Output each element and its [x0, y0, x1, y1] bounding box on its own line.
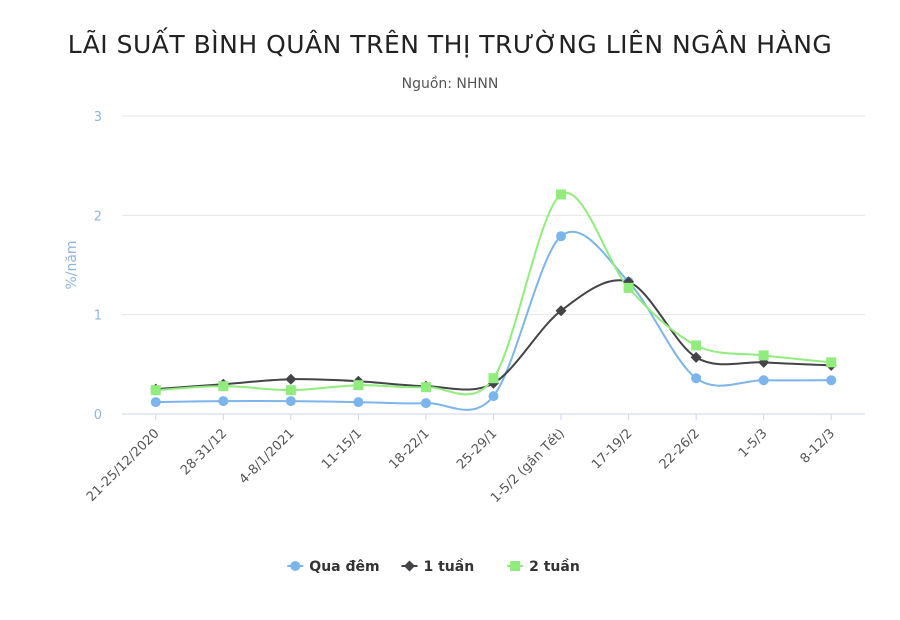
data-point-series-1 — [758, 375, 769, 386]
series-line-1 — [155, 230, 832, 411]
data-point-series-1 — [420, 398, 431, 409]
x-tick-label: 25-29/1 — [454, 426, 500, 472]
x-tick-label: 11-15/1 — [319, 426, 365, 472]
data-point-series-1 — [488, 391, 499, 402]
data-point-series-3 — [285, 385, 296, 396]
x-tick-label: 1-5/3 — [736, 426, 771, 461]
data-point-series-1 — [285, 396, 296, 407]
legend-label: 1 tuần — [424, 558, 475, 575]
data-point-series-3 — [826, 357, 837, 368]
data-point-series-3 — [691, 340, 702, 351]
data-point-series-3 — [420, 382, 431, 393]
x-tick-label: 17-19/2 — [589, 426, 635, 472]
data-point-series-3 — [150, 385, 161, 396]
x-tick-label: 22-26/2 — [657, 426, 703, 472]
data-point-series-1 — [150, 397, 161, 408]
data-point-series-3 — [353, 380, 364, 391]
x-tick-label: 21-25/12/2020 — [84, 426, 163, 505]
chart-title: LÃI SUẤT BÌNH QUÂN TRÊN THỊ TRƯỜNG LIÊN … — [67, 30, 833, 59]
x-tick-label: 8-12/3 — [798, 426, 838, 466]
data-point-series-2 — [285, 373, 297, 385]
data-point-series-3 — [218, 381, 229, 392]
data-point-series-3 — [488, 373, 499, 384]
data-point-series-3 — [623, 282, 634, 293]
y-tick-label: 2 — [94, 209, 102, 224]
legend-marker — [404, 560, 415, 572]
data-point-series-3 — [758, 350, 769, 361]
data-point-series-1 — [218, 396, 229, 407]
data-point-series-3 — [556, 189, 567, 200]
series-line-2 — [155, 279, 832, 391]
data-point-series-1 — [691, 373, 702, 384]
legend-label: Qua đêm — [309, 559, 379, 575]
legend-marker — [290, 561, 301, 571]
y-tick-label: 3 — [94, 110, 102, 125]
x-tick-label: 4-8/1/2021 — [237, 426, 298, 487]
y-tick-label: 1 — [94, 309, 102, 324]
y-tick-label: 0 — [94, 408, 102, 423]
data-point-series-2 — [690, 351, 702, 363]
x-tick-label: 28-31/12 — [178, 426, 230, 478]
data-point-series-2 — [555, 305, 567, 317]
y-axis-label: %/năm — [64, 240, 80, 289]
data-point-series-1 — [556, 231, 567, 242]
data-point-series-1 — [826, 375, 837, 386]
legend-marker — [510, 561, 521, 571]
legend-label: 2 tuần — [529, 558, 580, 575]
x-tick-label: 1-5/2 (gần Tết) — [488, 426, 568, 506]
chart-subtitle: Nguồn: NHNN — [401, 76, 499, 92]
x-tick-label: 18-22/1 — [387, 426, 433, 472]
data-point-series-1 — [353, 397, 364, 408]
